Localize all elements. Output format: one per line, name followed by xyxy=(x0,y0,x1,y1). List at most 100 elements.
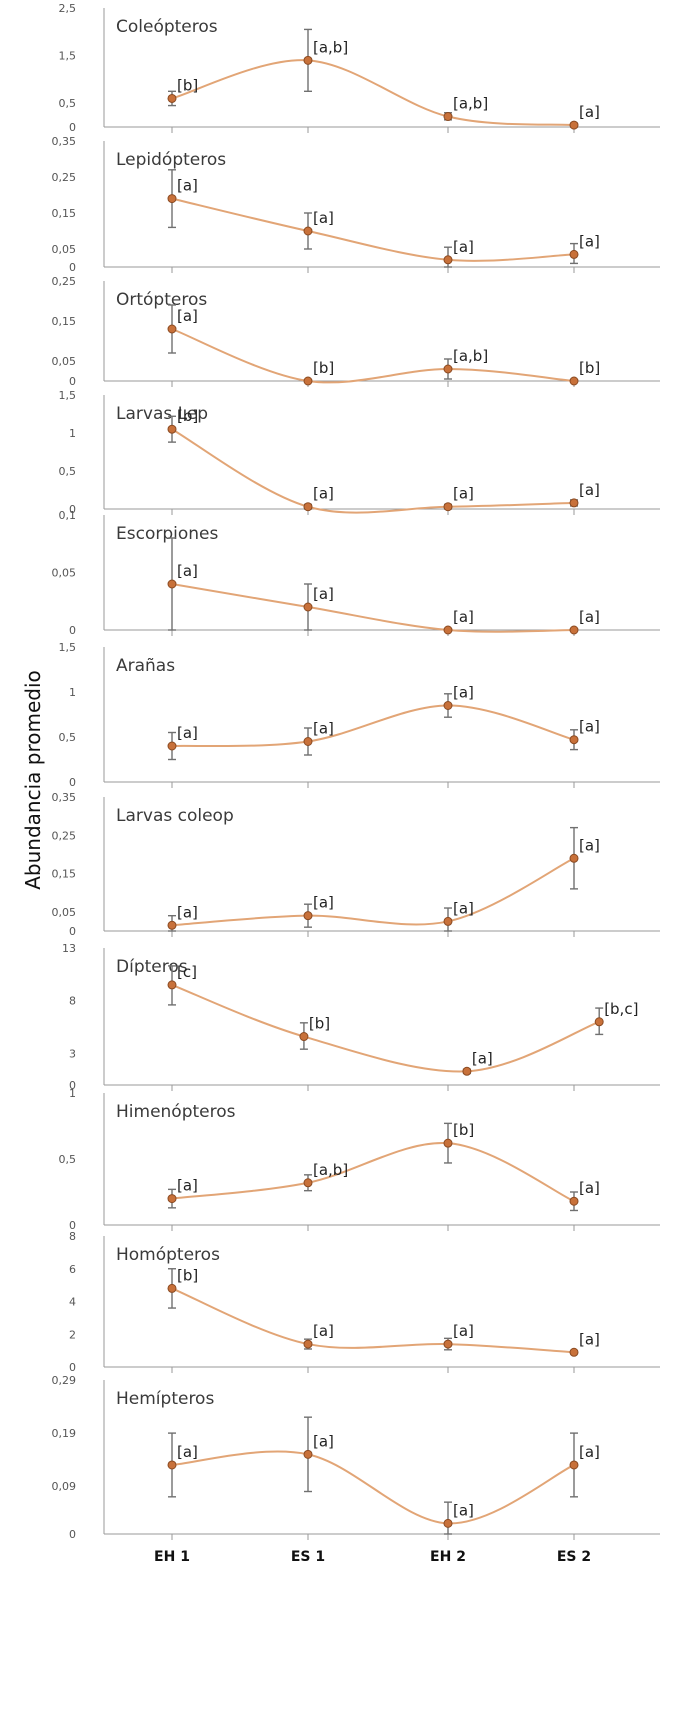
significance-label: [a] xyxy=(579,1330,600,1348)
significance-label: [a] xyxy=(453,1322,474,1340)
data-point xyxy=(462,1066,472,1076)
significance-label: [a] xyxy=(453,684,474,702)
panel: 0 0,5 1 1,5 Larvas Lep[b] [a] [a] [a] xyxy=(59,389,660,516)
x-tick-label: EH 2 xyxy=(430,1549,466,1565)
y-tick-label: 4 xyxy=(69,1296,76,1309)
y-tick-label: 0,5 xyxy=(59,97,77,110)
panel: 0 0,05 0,15 0,25 Ortópteros[a] [b] [a,b] [b] xyxy=(52,275,660,388)
panel: 0 0,5 1,5 2,5 Coleópteros [b] [a,b] [a,b] [a] xyxy=(59,2,660,134)
significance-label: [a] xyxy=(313,720,334,738)
data-point xyxy=(167,920,177,930)
significance-label: [b] xyxy=(579,359,600,377)
data-point xyxy=(569,1460,579,1470)
data-point xyxy=(303,1449,313,1459)
significance-label: [a] xyxy=(177,177,198,195)
panel-title: Hemípteros xyxy=(116,1389,214,1409)
data-point xyxy=(167,741,177,751)
series-line xyxy=(171,328,575,384)
y-tick-label: 1,5 xyxy=(59,50,77,63)
data-point xyxy=(167,194,177,204)
significance-label: [a] xyxy=(579,232,600,250)
x-tick-label: ES 1 xyxy=(291,1549,325,1565)
data-point xyxy=(443,364,453,374)
series-line xyxy=(171,428,575,514)
y-tick-label: 0,05 xyxy=(52,355,77,368)
y-tick-label: 0,25 xyxy=(52,829,77,842)
significance-label: [b] xyxy=(313,359,334,377)
panel-title: Lepidópteros xyxy=(116,150,226,170)
y-axis-label: Abundancia promedio xyxy=(21,670,45,890)
y-tick-label: 0 xyxy=(69,121,76,134)
data-point xyxy=(443,1138,453,1148)
data-point xyxy=(303,226,313,236)
data-point xyxy=(303,1339,313,1349)
panel-title: Dípteros xyxy=(116,957,188,977)
significance-label: [a,b] xyxy=(313,38,348,56)
panel: 0 3 8 13 Dípteros[c] [b] [a] [b,c] xyxy=(62,942,660,1092)
data-point xyxy=(569,1347,579,1357)
data-point xyxy=(303,376,313,386)
y-tick-label: 0,05 xyxy=(52,906,77,919)
data-point xyxy=(443,112,453,122)
y-tick-label: 0,5 xyxy=(59,465,77,478)
significance-label: [a] xyxy=(177,562,198,580)
data-point xyxy=(167,424,177,434)
panel-title: Arañas xyxy=(116,656,175,676)
y-tick-label: 6 xyxy=(69,1263,76,1276)
series-line xyxy=(171,59,575,127)
y-tick-label: 0,29 xyxy=(52,1374,77,1387)
data-point xyxy=(167,324,177,334)
panel-title: Ortópteros xyxy=(116,290,207,310)
y-tick-label: 0,35 xyxy=(52,791,77,804)
y-tick-label: 1 xyxy=(69,427,76,440)
significance-label: [a] xyxy=(313,1322,334,1340)
y-tick-label: 0,05 xyxy=(52,567,77,580)
y-tick-label: 13 xyxy=(62,942,76,955)
data-point xyxy=(167,579,177,589)
y-tick-label: 0 xyxy=(69,776,76,789)
y-tick-label: 0,05 xyxy=(52,243,77,256)
x-axis: EH 1 ES 1 EH 2 ES 2 xyxy=(154,1549,591,1565)
y-tick-label: 3 xyxy=(69,1047,76,1060)
y-tick-label: 0,25 xyxy=(52,171,77,184)
panel: 0 0,5 1 1,5 Arañas [a] [a] [a] [a] xyxy=(59,641,660,789)
series-line xyxy=(171,1142,575,1203)
significance-label: [a] xyxy=(177,1443,198,1461)
significance-label: [a] xyxy=(579,103,600,121)
significance-label: [a] xyxy=(313,209,334,227)
data-point xyxy=(569,735,579,745)
data-point xyxy=(443,916,453,926)
significance-label: [b] xyxy=(453,1121,474,1139)
panel: 0 0,09 0,19 0,29 Hemípteros [a] [a] [a] [a] xyxy=(52,1374,660,1541)
data-point xyxy=(299,1032,309,1042)
significance-label: [a,b] xyxy=(453,347,488,365)
y-tick-label: 0 xyxy=(69,375,76,388)
data-point xyxy=(443,625,453,635)
data-point xyxy=(443,701,453,710)
significance-label: [a] xyxy=(453,238,474,256)
significance-label: [a] xyxy=(313,1432,334,1450)
y-tick-label: 0,5 xyxy=(59,731,77,744)
significance-label: [b] xyxy=(177,407,198,425)
y-tick-label: 0,19 xyxy=(52,1427,77,1440)
significance-label: [a] xyxy=(579,836,600,854)
series-line xyxy=(171,857,575,927)
y-tick-label: 8 xyxy=(69,995,76,1008)
y-tick-label: 8 xyxy=(69,1230,76,1243)
y-tick-label: 0 xyxy=(69,1361,76,1374)
data-point xyxy=(569,625,579,635)
significance-label: [a,b] xyxy=(453,95,488,113)
data-point xyxy=(167,980,177,990)
significance-label: [a,b] xyxy=(313,1161,348,1179)
data-point xyxy=(443,255,453,265)
panel-title: Larvas Lep xyxy=(116,404,208,424)
y-tick-label: 0 xyxy=(69,261,76,274)
data-point xyxy=(303,911,313,921)
panel-title: Himenópteros xyxy=(116,1102,236,1122)
y-tick-label: 0 xyxy=(69,503,76,516)
y-tick-label: 0 xyxy=(69,624,76,637)
significance-label: [b] xyxy=(177,1266,198,1284)
significance-label: [a] xyxy=(579,718,600,736)
significance-label: [a] xyxy=(579,608,600,626)
